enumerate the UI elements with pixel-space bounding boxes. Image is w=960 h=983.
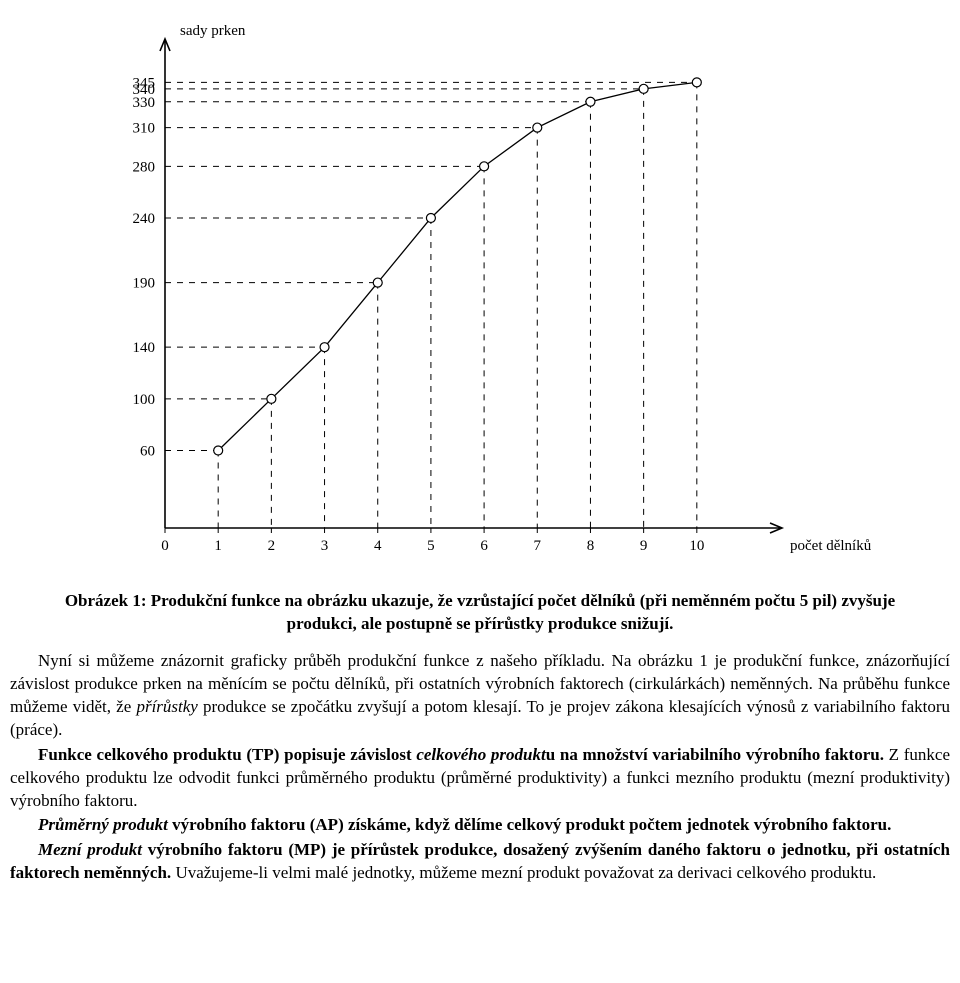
svg-text:5: 5 [427,538,435,554]
svg-text:7: 7 [534,538,542,554]
paragraph-4: Mezní produkt výrobního faktoru (MP) je … [10,839,950,885]
svg-text:8: 8 [587,538,595,554]
paragraph-1: Nyní si můžeme znázornit graficky průběh… [10,650,950,742]
caption-line-1: Obrázek 1: Produkční funkce na obrázku u… [65,591,895,610]
svg-text:345: 345 [133,75,156,91]
svg-text:100: 100 [133,392,156,408]
paragraph-3: Průměrný produkt výrobního faktoru (AP) … [10,814,950,837]
svg-text:0: 0 [161,538,169,554]
production-chart: 0123456789106010014019024028031033034034… [70,18,890,578]
svg-text:190: 190 [133,276,156,292]
svg-text:310: 310 [133,121,156,137]
svg-text:4: 4 [374,538,382,554]
svg-text:280: 280 [133,159,156,175]
svg-text:9: 9 [640,538,648,554]
svg-text:140: 140 [133,340,156,356]
figure-caption: Obrázek 1: Produkční funkce na obrázku u… [40,590,920,636]
caption-line-2: produkci, ale postupně se přírůstky prod… [287,614,674,633]
svg-text:počet dělníků: počet dělníků [790,538,872,554]
body-text: Nyní si můžeme znázornit graficky průběh… [10,650,950,885]
svg-text:10: 10 [689,538,704,554]
svg-text:2: 2 [268,538,276,554]
svg-text:6: 6 [480,538,488,554]
svg-text:240: 240 [133,211,156,227]
svg-text:1: 1 [214,538,222,554]
paragraph-2: Funkce celkového produktu (TP) popisuje … [10,744,950,813]
chart-svg: 0123456789106010014019024028031033034034… [70,18,890,578]
svg-text:3: 3 [321,538,329,554]
svg-text:sady prken: sady prken [180,23,246,39]
svg-text:60: 60 [140,444,155,460]
